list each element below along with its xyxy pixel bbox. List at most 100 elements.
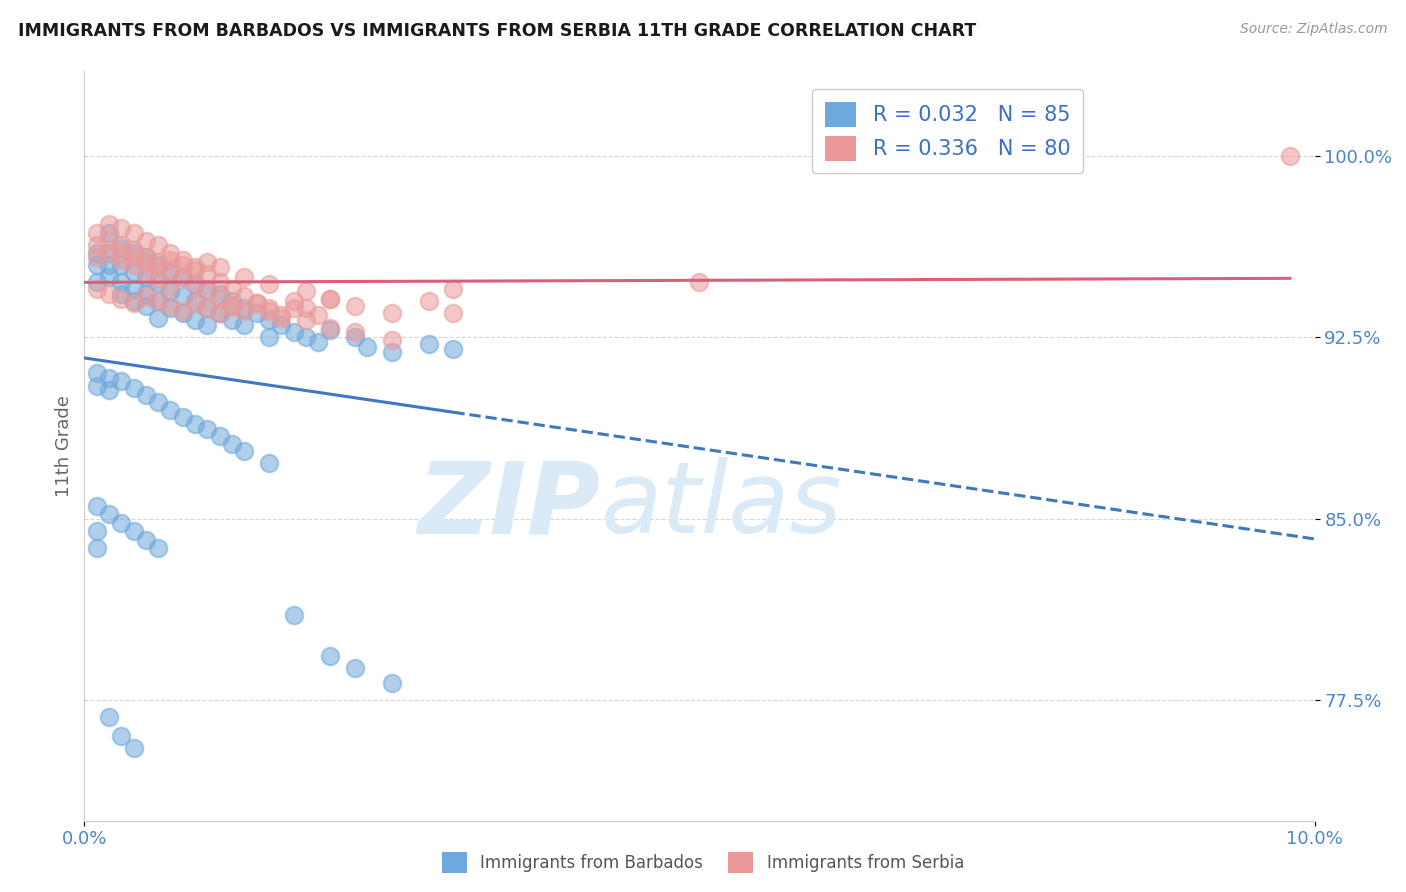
Point [257,303,280,318]
Point [270,309,292,323]
Point [122,282,145,296]
Point [184,260,207,274]
Point [197,318,219,333]
Point [86,367,108,381]
Point [233,318,256,333]
Point [172,303,194,318]
Point [86,245,108,260]
Point [159,245,181,260]
Point [344,661,367,675]
Point [172,258,194,272]
Point [381,676,404,690]
Point [208,275,231,289]
Point [159,285,181,299]
Point [98,286,120,301]
Point [122,741,145,756]
Point [122,524,145,538]
Point [197,422,219,436]
Point [246,296,269,310]
Legend: R = 0.032   N = 85, R = 0.336   N = 80: R = 0.032 N = 85, R = 0.336 N = 80 [813,89,1083,173]
Point [135,251,157,265]
Point [159,402,181,417]
Point [98,709,120,723]
Point [148,293,170,308]
Point [159,262,181,277]
Point [159,252,181,267]
Point [135,286,157,301]
Point [122,265,145,279]
Point [159,301,181,316]
Point [98,217,120,231]
Point [172,269,194,284]
Point [110,286,132,301]
Point [86,275,108,289]
Point [172,269,194,284]
Point [172,252,194,267]
Point [208,286,231,301]
Point [86,524,108,538]
Point [319,292,342,306]
Point [148,395,170,409]
Point [122,381,145,395]
Point [319,292,342,306]
Point [135,255,157,269]
Point [443,343,465,357]
Point [98,507,120,521]
Point [172,289,194,303]
Point [208,292,231,306]
Point [148,260,170,274]
Point [344,330,367,344]
Point [208,306,231,320]
Point [98,269,120,284]
Point [197,268,219,282]
Point [148,258,170,272]
Text: IMMIGRANTS FROM BARBADOS VS IMMIGRANTS FROM SERBIA 11TH GRADE CORRELATION CHART: IMMIGRANTS FROM BARBADOS VS IMMIGRANTS F… [18,22,977,40]
Point [257,456,280,470]
Point [148,272,170,286]
Point [221,436,243,450]
Point [443,282,465,296]
Point [110,516,132,531]
Point [257,330,280,344]
Point [197,301,219,316]
Point [233,289,256,303]
Point [98,227,120,241]
Text: ZIP: ZIP [418,458,602,555]
Point [184,277,207,291]
Point [319,649,342,664]
Point [86,227,108,241]
Point [98,384,120,398]
Point [110,258,132,272]
Point [122,293,145,308]
Point [148,238,170,252]
Point [86,238,108,252]
Point [197,255,219,269]
Point [135,289,157,303]
Point [381,333,404,347]
Point [110,245,132,260]
Point [344,326,367,340]
Point [98,245,120,260]
Point [319,320,342,334]
Point [208,306,231,320]
Point [418,337,440,351]
Point [110,238,132,252]
Text: Source: ZipAtlas.com: Source: ZipAtlas.com [1240,22,1388,37]
Point [270,318,292,333]
Point [443,306,465,320]
Point [135,269,157,284]
Point [135,268,157,282]
Point [159,279,181,293]
Point [110,252,132,267]
Point [135,533,157,548]
Point [233,301,256,316]
Point [356,340,378,354]
Point [122,245,145,260]
Point [283,301,305,316]
Point [184,293,207,308]
Point [98,245,120,260]
Point [110,292,132,306]
Point [381,306,404,320]
Point [135,299,157,313]
Point [135,388,157,402]
